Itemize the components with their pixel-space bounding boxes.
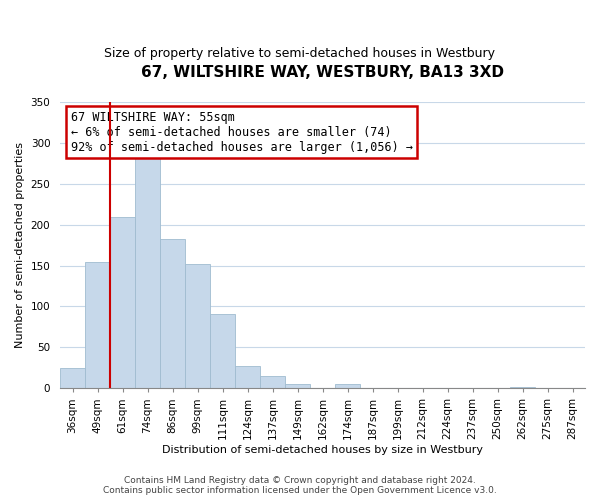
X-axis label: Distribution of semi-detached houses by size in Westbury: Distribution of semi-detached houses by … (162, 445, 483, 455)
Bar (60, 368, 85, 388)
Bar (335, 384, 360, 388)
Bar (185, 264, 210, 388)
Bar (135, 155, 160, 388)
Bar (110, 216, 135, 388)
Bar (260, 376, 285, 388)
Bar (510, 386, 535, 388)
Bar (235, 366, 260, 388)
Bar (85, 262, 110, 388)
Title: 67, WILTSHIRE WAY, WESTBURY, BA13 3XD: 67, WILTSHIRE WAY, WESTBURY, BA13 3XD (141, 65, 504, 80)
Bar (210, 314, 235, 388)
Text: Contains HM Land Registry data © Crown copyright and database right 2024.
Contai: Contains HM Land Registry data © Crown c… (103, 476, 497, 495)
Bar (160, 238, 185, 388)
Text: 67 WILTSHIRE WAY: 55sqm
← 6% of semi-detached houses are smaller (74)
92% of sem: 67 WILTSHIRE WAY: 55sqm ← 6% of semi-det… (71, 110, 413, 154)
Y-axis label: Number of semi-detached properties: Number of semi-detached properties (15, 142, 25, 348)
Text: Size of property relative to semi-detached houses in Westbury: Size of property relative to semi-detach… (104, 48, 496, 60)
Bar (285, 384, 310, 388)
